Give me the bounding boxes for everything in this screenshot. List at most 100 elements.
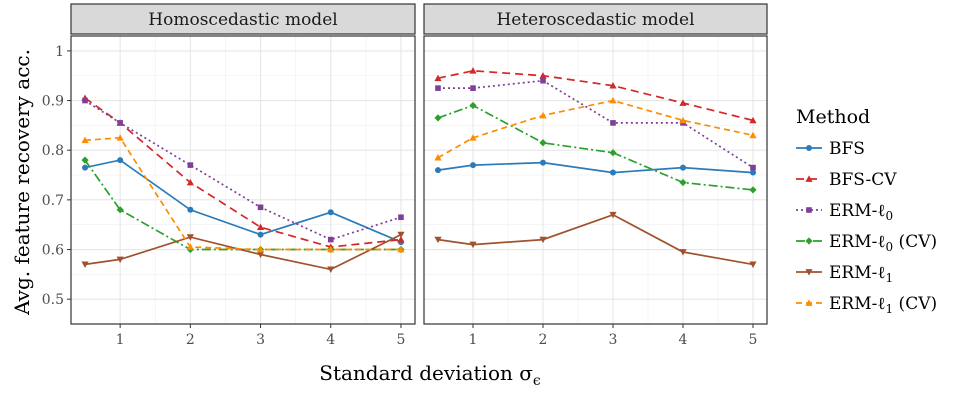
series-2 xyxy=(434,67,757,124)
data-point xyxy=(397,231,405,239)
x-tick-label: 4 xyxy=(679,332,688,348)
data-point xyxy=(327,266,335,273)
series-line xyxy=(437,99,754,159)
x-tick-label: 5 xyxy=(749,332,758,348)
legend-item: ERM-ℓ1 (CV) xyxy=(796,294,937,316)
legend-item: ERM-ℓ1 xyxy=(796,263,893,285)
x-tick-label: 2 xyxy=(539,332,548,348)
data-point xyxy=(117,157,124,164)
data-point xyxy=(469,241,477,249)
y-tick-label: 0.7 xyxy=(42,193,64,209)
data-point xyxy=(186,234,194,241)
legend-item: ERM-ℓ0 xyxy=(796,201,893,223)
legend-key-marker xyxy=(805,299,813,306)
data-point xyxy=(435,167,441,174)
series-line xyxy=(437,213,754,266)
facet-strip xyxy=(70,3,416,35)
series-4 xyxy=(434,101,757,194)
plot-background xyxy=(424,36,767,324)
legend-key-marker xyxy=(805,237,813,245)
plot-background xyxy=(71,36,415,324)
data-point xyxy=(434,154,442,161)
x-tick-label: 3 xyxy=(256,332,265,348)
data-point xyxy=(116,206,124,214)
x-axis-title: Standard deviation σϵ xyxy=(319,361,541,389)
panel-2: Heteroscedastic model 1 2 3 4 5 xyxy=(423,3,768,348)
data-point xyxy=(749,186,757,194)
data-point xyxy=(609,82,617,89)
data-point xyxy=(469,134,477,141)
data-point xyxy=(679,178,687,187)
legend: Method BFS BFS-CV ERM-ℓ0 ERM-ℓ0 (CV) ERM-ℓ1 E… xyxy=(796,106,937,316)
data-point xyxy=(327,245,335,253)
gridlines xyxy=(71,36,415,324)
series-line xyxy=(437,69,754,122)
series-1 xyxy=(82,157,404,246)
data-point xyxy=(679,99,687,106)
data-point xyxy=(81,261,89,269)
y-tick-label: 0.8 xyxy=(42,143,64,159)
data-point xyxy=(470,162,476,169)
x-axis-title-subscript: ϵ xyxy=(533,373,541,389)
data-point xyxy=(116,256,124,264)
series-6 xyxy=(81,134,405,253)
panel-border xyxy=(423,35,768,325)
data-point xyxy=(610,120,616,126)
series-5 xyxy=(434,211,757,269)
data-point xyxy=(539,236,547,244)
data-point xyxy=(749,261,757,269)
data-point xyxy=(609,211,617,219)
y-axis-title: Avg. feature recovery acc. xyxy=(10,49,34,316)
data-point xyxy=(256,245,265,253)
data-point xyxy=(257,204,264,211)
x-tick-label: 1 xyxy=(469,332,478,348)
series-line xyxy=(84,136,401,251)
legend-key-marker xyxy=(806,145,812,151)
data-point xyxy=(82,164,89,171)
legend-label: ERM-ℓ0 (CV) xyxy=(829,232,937,254)
data-point xyxy=(327,236,334,243)
data-point xyxy=(540,159,546,166)
series-line xyxy=(84,233,402,271)
data-point xyxy=(539,139,547,147)
data-point xyxy=(749,116,757,124)
series-line xyxy=(84,99,402,241)
data-point xyxy=(81,156,89,164)
y-tick-label: 0.9 xyxy=(42,94,64,110)
legend-label: ERM-ℓ1 (CV) xyxy=(829,294,937,316)
series-line xyxy=(437,161,754,174)
data-point xyxy=(750,169,756,176)
data-point xyxy=(609,149,617,157)
data-point xyxy=(116,134,124,141)
x-tick-label: 4 xyxy=(326,332,335,348)
data-point xyxy=(434,74,442,82)
data-point xyxy=(434,236,442,244)
data-point xyxy=(257,231,264,238)
data-point xyxy=(750,164,756,171)
legend-label: ERM-ℓ0 xyxy=(829,201,893,223)
data-point xyxy=(435,85,441,91)
data-point xyxy=(186,178,194,186)
data-point xyxy=(679,249,687,256)
data-point xyxy=(749,131,757,139)
series-3 xyxy=(82,97,404,243)
legend-label: BFS xyxy=(829,139,865,159)
data-point xyxy=(539,72,547,79)
data-point xyxy=(540,77,546,84)
series-line xyxy=(438,79,754,169)
data-point xyxy=(327,209,334,216)
panel-1: Homoscedastic model 1 2 3 4 5 0.5 0.6 0.7 0.8 0.9 1 xyxy=(42,3,416,348)
y-tick-label: 0.5 xyxy=(42,292,64,308)
x-tick-label: 2 xyxy=(186,332,195,348)
legend-item: BFS-CV xyxy=(796,170,897,190)
x-tick-label: 5 xyxy=(396,332,405,348)
facet-panels: Homoscedastic model 1 2 3 4 5 0.5 0.6 0.7 0.8 0.9 1… xyxy=(42,3,768,348)
facet-strip-title: Heteroscedastic model xyxy=(496,10,694,30)
series-line xyxy=(437,104,754,191)
y-tick-label: 1 xyxy=(55,44,64,60)
facet-strip xyxy=(423,3,768,35)
data-point xyxy=(398,214,404,221)
series-1 xyxy=(435,159,756,176)
data-point xyxy=(397,235,405,243)
